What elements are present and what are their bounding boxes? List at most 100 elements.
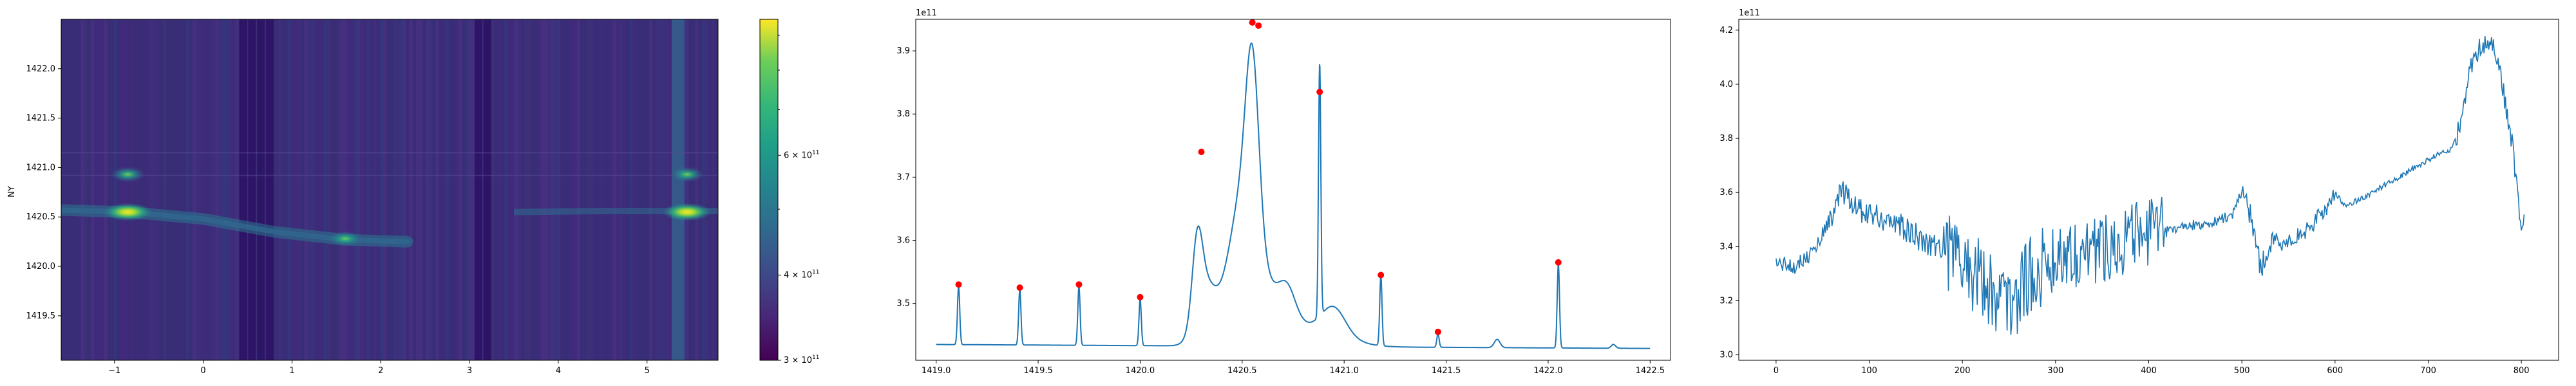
y-tick-label: 3.6	[896, 236, 910, 246]
y-tick-label: 3.6	[1719, 188, 1733, 198]
timeseries-line	[1776, 36, 2525, 335]
heatmap-column	[74, 19, 78, 360]
heatmap-column	[314, 19, 318, 360]
x-tick-label: 5	[645, 366, 650, 376]
heatmap-column	[107, 19, 111, 360]
heatmap-column	[189, 19, 193, 360]
heatmap-column	[468, 19, 472, 360]
heatmap-column	[337, 19, 341, 360]
timeseries-frame	[1738, 19, 2559, 361]
heatmap-column	[320, 19, 325, 360]
heatmap-column	[229, 19, 232, 360]
heatmap-column	[100, 19, 104, 360]
heatmap-column	[668, 19, 673, 360]
x-tick-label: 1421.0	[1329, 366, 1359, 376]
spectrum-frame	[915, 19, 1671, 361]
heatmap-column	[278, 19, 282, 360]
heatmap-column	[104, 19, 108, 360]
heatmap-column	[451, 19, 456, 360]
heatmap-column	[459, 19, 462, 360]
heatmap-column	[209, 19, 213, 360]
x-tick-label: 1	[289, 366, 294, 376]
timeseries-offset-text: 1e11	[1739, 8, 1760, 18]
heatmap-column	[514, 19, 518, 360]
heatmap-column	[330, 19, 334, 360]
heatmap-column	[501, 19, 505, 360]
heatmap-column	[432, 19, 436, 360]
colorbar-frame	[759, 19, 779, 361]
y-tick-label: 4.2	[1719, 26, 1733, 35]
x-tick-label: 1419.0	[922, 366, 951, 376]
x-tick-label: −1	[108, 366, 120, 376]
heatmap-column	[169, 19, 173, 360]
heatmap-panel: −1 0 1 2 3 4 5 1419.51420.01420.51421.01421.51…	[7, 19, 719, 376]
heatmap-column	[298, 19, 301, 360]
y-tick-label: 3.0	[1719, 351, 1733, 360]
heatmap-column	[550, 19, 554, 360]
heatmap-column	[685, 19, 689, 360]
heatmap-y-axis-label: NY	[7, 186, 17, 198]
timeseries-x-axis: 0 100 200 300 400 500 600 700 800	[1774, 360, 2530, 376]
heatmap-column	[570, 19, 574, 360]
heatmap-dark-column	[483, 19, 491, 360]
heatmap-column	[383, 19, 387, 360]
heatmap-y-axis: 1419.5 1420.0 1420.5 1421.0 1421.5 1422.0	[26, 64, 61, 321]
x-tick-label: 500	[2234, 366, 2250, 376]
heatmap-column	[232, 19, 236, 360]
heatmap-column	[301, 19, 305, 360]
heatmap-column	[623, 19, 627, 360]
heatmap-column	[517, 19, 522, 360]
heatmap-column	[629, 19, 633, 360]
peak-marker	[1378, 271, 1385, 279]
heatmap-hotspot	[103, 203, 153, 221]
heatmap-column	[609, 19, 614, 360]
heatmap-column	[636, 19, 640, 360]
heatmap-column	[560, 19, 564, 360]
heatmap-column	[498, 19, 502, 360]
heatmap-hotspot	[111, 167, 145, 183]
heatmap-column	[215, 19, 220, 360]
heatmap-column	[127, 19, 131, 360]
x-tick-label: 400	[2141, 366, 2157, 376]
heatmap-column	[547, 19, 551, 360]
x-tick-label: 1422.0	[1533, 366, 1563, 376]
heatmap-column	[593, 19, 597, 360]
heatmap-column	[202, 19, 206, 360]
heatmap-column	[659, 19, 663, 360]
heatmap-column	[465, 19, 469, 360]
heatmap-column	[445, 19, 450, 360]
heatmap-bright-column	[671, 19, 685, 360]
y-tick-label: 1420.5	[26, 212, 56, 222]
peak-marker	[955, 281, 962, 288]
y-tick-label: 1419.5	[26, 311, 56, 321]
heatmap-column	[642, 19, 647, 360]
heatmap-column	[284, 19, 289, 360]
peak-marker	[1255, 22, 1262, 29]
spectrum-panel: 1e11 1419.0 1419.5 1420.0 1420.5 1421.0 1421.…	[896, 8, 1671, 376]
heatmap-column	[163, 19, 167, 360]
heatmap-column	[97, 19, 101, 360]
heatmap-column	[544, 19, 548, 360]
heatmap-dark-column	[257, 19, 265, 360]
timeseries-panel: 1e11 0 100 200 300 400 500 600 700 800 3.0 3.2 3.4…	[1719, 8, 2559, 376]
x-tick-label: 300	[2047, 366, 2063, 376]
heatmap-column	[327, 19, 331, 360]
x-tick-label: 600	[2327, 366, 2343, 376]
heatmap-column	[402, 19, 406, 360]
heatmap-column	[603, 19, 607, 360]
x-tick-label: 700	[2420, 366, 2436, 376]
heatmap-column	[140, 19, 144, 360]
heatmap-frame	[61, 19, 719, 361]
heatmap-column	[373, 19, 377, 360]
peak-marker	[1555, 259, 1562, 266]
heatmap-column	[511, 19, 515, 360]
heatmap-column	[281, 19, 285, 360]
heatmap-column	[442, 19, 446, 360]
heatmap-column	[587, 19, 591, 360]
heatmap-dark-column	[239, 19, 247, 360]
peak-marker	[1137, 293, 1144, 300]
heatmap-column	[386, 19, 390, 360]
heatmap-column	[90, 19, 95, 360]
heatmap-column	[557, 19, 561, 360]
heatmap-column	[439, 19, 443, 360]
